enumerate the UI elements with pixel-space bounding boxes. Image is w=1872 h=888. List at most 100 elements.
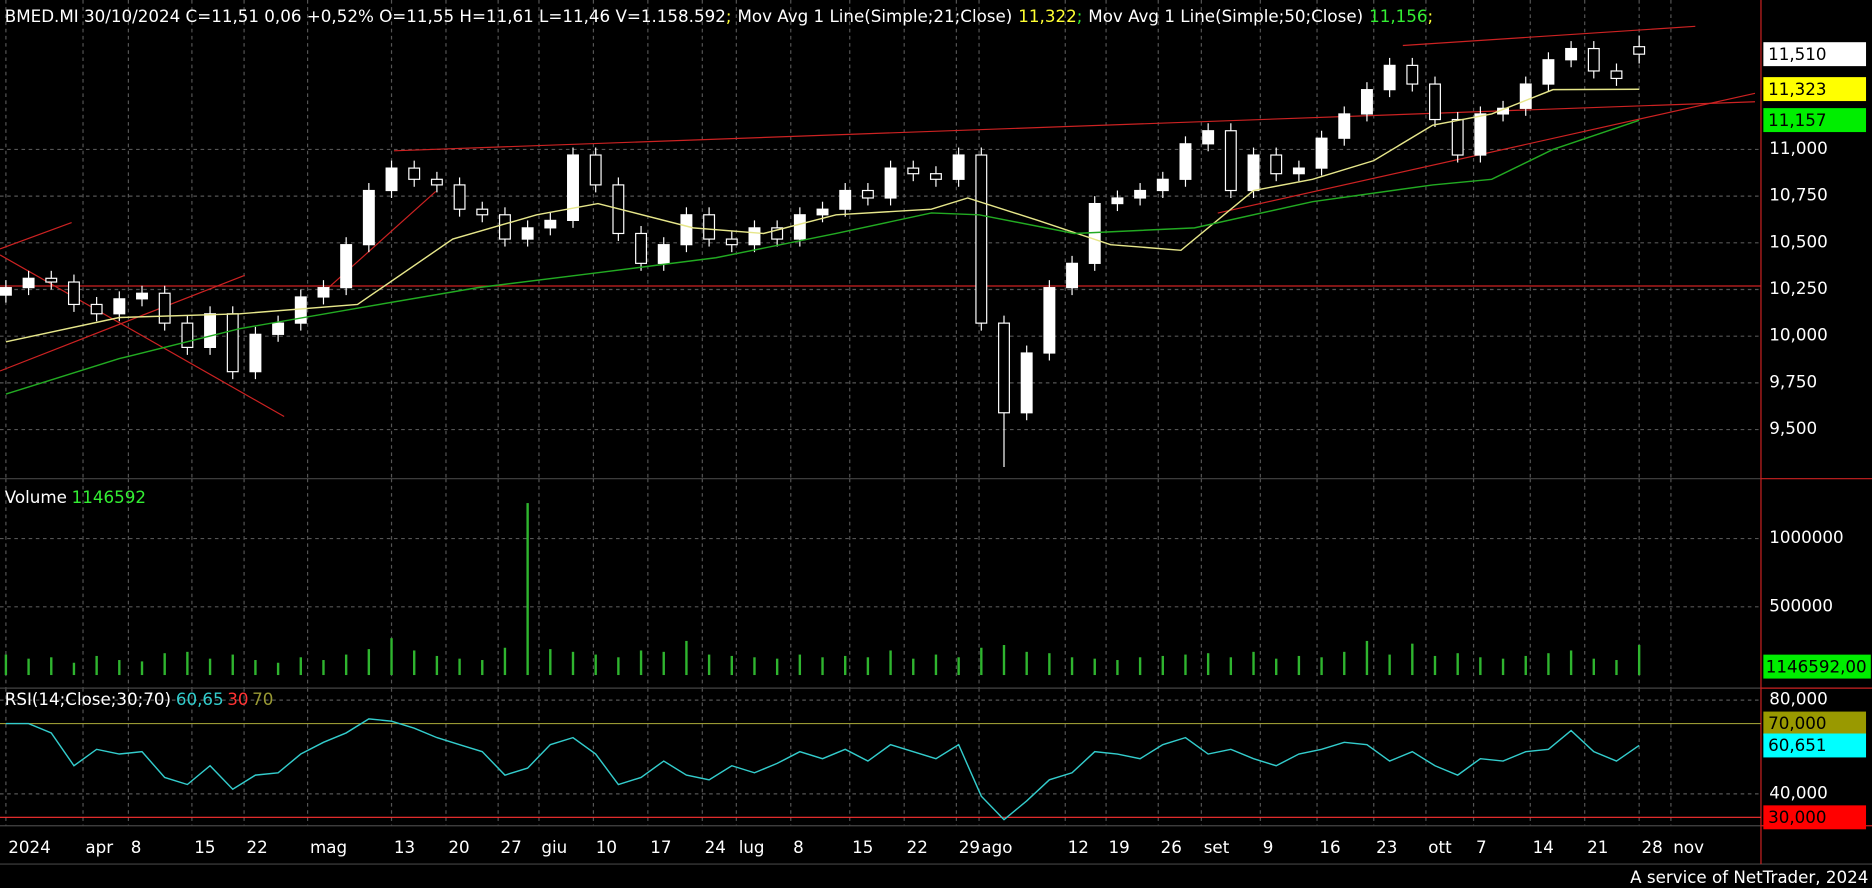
x-tick-label: 20 [448,837,469,857]
y-tick-label: 10,250 [1769,278,1827,298]
y-tick-label: 40,000 [1769,782,1827,802]
candle-body [476,208,489,216]
value-badge [1763,108,1867,133]
panel-title-name: RSI(14;Close;30;70) [5,689,171,709]
volume-bar [503,647,507,676]
candle-body [1565,47,1578,61]
x-tick-label: 21 [1587,837,1608,857]
candle-body [1134,189,1147,199]
value-badge [1763,42,1867,67]
candle-body [1179,143,1192,180]
panel-last-value: 1146592 [72,486,146,506]
volume-bar [1297,655,1301,676]
candle-body [567,154,579,221]
volume-bar [662,651,665,676]
volume-bar [526,503,529,676]
volume-bar [1637,645,1641,676]
value-badge-label: 1146592,00 [1766,656,1867,676]
candle-body [703,214,716,240]
volume-bar [72,662,76,676]
candle-body [771,227,784,240]
volume-bar [27,658,30,676]
volume-bar [1048,653,1051,676]
volume-bar [980,647,983,676]
candle-body [272,322,285,335]
value-badge [1763,77,1867,102]
legend-value: 11,322 [1018,5,1076,25]
volume-bar [1093,658,1096,676]
moving-average-line [5,88,1640,343]
candle-body [861,189,874,199]
panel-borders [0,478,1872,865]
candle-body [839,189,852,210]
candle-body [816,208,829,216]
volume-bar [1592,658,1595,676]
candle-body [1406,64,1419,85]
candle-body [884,167,897,199]
volume-bar [798,654,802,676]
candle-body [1156,178,1169,192]
candle-body [67,281,80,306]
volume-bar [1206,653,1210,676]
x-tick-label: 27 [501,837,522,857]
volume-bar [458,658,461,676]
y-tick-label: 10,000 [1769,325,1827,345]
x-tick-label: apr [85,837,113,857]
volume-bar [1547,653,1550,676]
candle-body [1360,89,1373,115]
volume-bar [1365,640,1369,676]
candle-body [0,287,12,296]
volume-bar [1229,657,1233,676]
value-badge-label: 60,651 [1768,735,1826,755]
candle-body [725,238,738,246]
value-badge [1763,654,1871,679]
footer: A service of NetTrader, 2024 [1630,867,1868,887]
marks [0,35,1761,821]
volume-bar [617,657,620,676]
y-tick-label: 9,500 [1769,418,1817,438]
candle-body [1451,118,1464,156]
volume-bar [140,661,144,676]
y-tick-label: 11,000 [1769,138,1827,158]
x-tick-label: 15 [194,837,215,857]
trend-lines [0,25,1761,417]
volume-bar [1456,653,1459,676]
volume-bar [435,655,439,676]
y-tick-label: 1000000 [1769,527,1843,547]
volume-bar [1433,655,1437,676]
value-badge-label: 11,323 [1768,79,1826,99]
candle-body [907,167,920,175]
candle-body [680,214,693,246]
candle-body [158,292,171,324]
candle-body [748,227,761,246]
legend-name: Mov Avg 1 Line(Simple;21;Close) [737,5,1012,25]
volume-bar [685,640,688,676]
x-tick-label: lug [739,837,765,857]
volume-bar [1411,643,1414,676]
volume-bar [1569,650,1573,676]
candle-body [408,167,421,180]
candle-body [1610,70,1623,80]
candle-body [793,214,806,240]
candle-body [1270,154,1283,175]
x-tick-label: 9 [1263,837,1274,857]
volume-bar [254,660,257,676]
candle-body [1066,262,1079,289]
volume-bar [1161,655,1164,676]
candle-body [929,173,942,180]
candle-body [975,154,988,324]
candle-body [136,292,148,300]
trend-line [0,222,72,250]
x-tick-label: 8 [793,837,804,857]
x-tick-label: 19 [1108,837,1129,857]
volume-bar [4,654,8,676]
x-tick-label: 13 [394,837,415,857]
volume-bar [413,650,416,676]
candle-body [498,214,511,240]
panel-title: Volume 1146592 [5,486,146,506]
volume-bar [390,638,393,676]
candle-body [1202,130,1215,145]
x-tick-label: 15 [852,837,873,857]
